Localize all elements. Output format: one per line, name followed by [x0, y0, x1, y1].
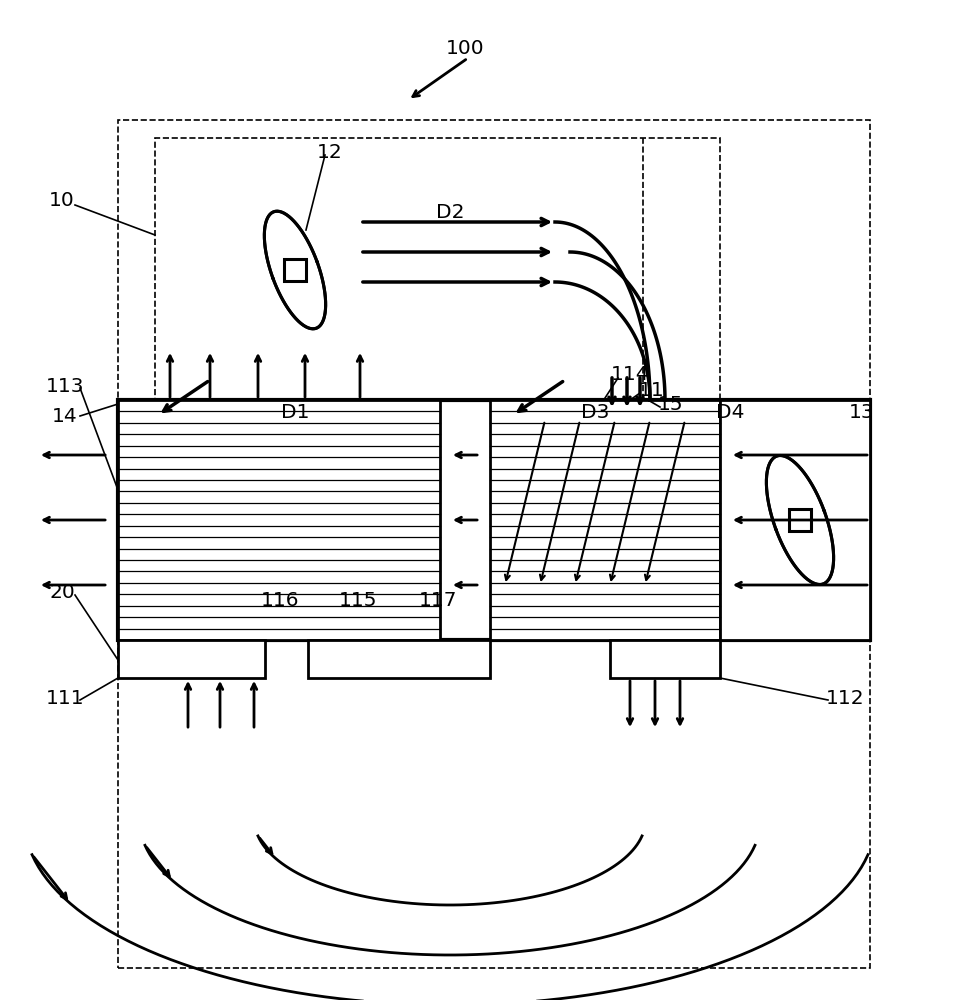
Text: 10: 10: [49, 190, 74, 210]
Text: 14: 14: [52, 406, 77, 426]
Bar: [308, 640, 490, 678]
Bar: [118, 400, 440, 640]
Text: 13: 13: [850, 402, 875, 422]
Bar: [610, 640, 720, 678]
Text: 12: 12: [318, 142, 343, 161]
Bar: [118, 120, 870, 968]
Text: 100: 100: [446, 38, 484, 57]
Text: 117: 117: [418, 590, 458, 609]
Bar: [284, 259, 306, 281]
Text: 113: 113: [46, 376, 84, 395]
Text: D1: D1: [280, 402, 310, 422]
Text: D2: D2: [436, 202, 465, 222]
Bar: [118, 640, 265, 678]
Bar: [720, 400, 870, 640]
Text: 111: 111: [46, 688, 84, 708]
Text: 112: 112: [826, 688, 864, 708]
Text: 114: 114: [611, 365, 650, 384]
Bar: [789, 509, 811, 531]
Text: D4: D4: [715, 402, 744, 422]
Text: D3: D3: [581, 402, 610, 422]
Text: 20: 20: [49, 582, 74, 601]
Text: 116: 116: [261, 590, 299, 609]
Text: 115: 115: [339, 590, 377, 609]
Bar: [490, 400, 720, 640]
Text: 15: 15: [659, 395, 684, 414]
Bar: [155, 138, 720, 400]
Bar: [118, 400, 870, 640]
Text: 11: 11: [639, 380, 664, 399]
